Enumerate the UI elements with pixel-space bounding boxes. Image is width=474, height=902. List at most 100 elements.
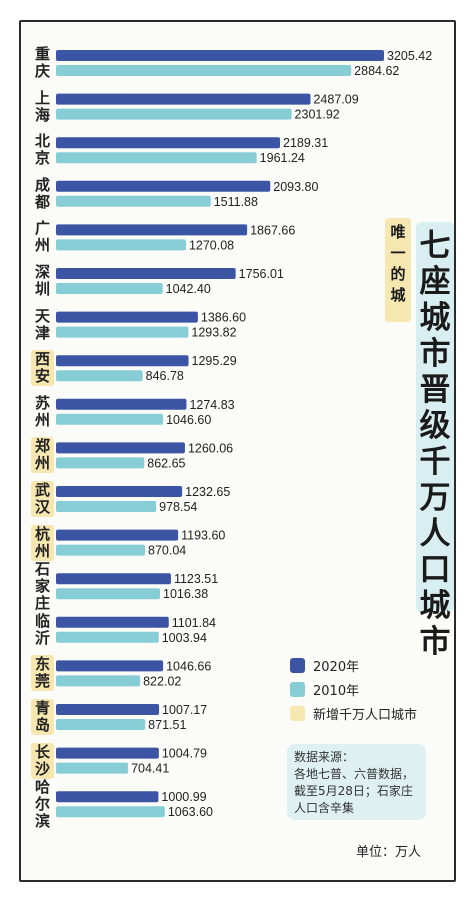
value-label-2010-上海: 2301.92 — [295, 108, 340, 122]
value-label-2020-深圳: 1756.01 — [239, 267, 284, 281]
value-label-2010-深圳: 1042.40 — [166, 282, 211, 296]
legend-item-2020: 2020年 — [290, 656, 360, 675]
value-label-2010-临沂: 1003.94 — [162, 631, 207, 645]
bar-2010-长沙 — [56, 762, 129, 774]
city-label-苏州: 苏州 — [34, 394, 50, 429]
legend-item-new: 新增千万人口城市 — [290, 704, 418, 723]
bar-2010-郑州 — [56, 457, 145, 469]
bar-2010-西安 — [56, 370, 143, 382]
bar-2020-深圳 — [56, 268, 236, 279]
legend-label-2020: 2020年 — [313, 659, 360, 675]
bar-2020-成都 — [56, 180, 271, 192]
title-panel — [416, 222, 454, 612]
value-label-2020-成都: 2093.80 — [273, 180, 318, 194]
bar-2020-杭州 — [56, 529, 179, 541]
city-label-石家庄: 石家庄 — [34, 560, 50, 612]
city-label-上海: 上海 — [34, 89, 50, 124]
bar-2020-重庆 — [56, 50, 384, 61]
bar-2020-天津 — [56, 311, 198, 323]
bar-2020-青岛 — [56, 704, 160, 715]
city-label-深圳: 深圳 — [34, 263, 50, 298]
value-label-2010-广州: 1270.08 — [189, 238, 234, 252]
bar-2010-石家庄 — [56, 588, 161, 600]
value-label-2010-天津: 1293.82 — [191, 326, 236, 340]
bar-2010-上海 — [56, 108, 292, 120]
bar-2020-上海 — [56, 93, 311, 105]
value-label-2020-杭州: 1193.60 — [181, 529, 225, 543]
bar-2010-成都 — [56, 195, 211, 207]
value-label-2010-哈尔滨: 1063.60 — [168, 805, 213, 819]
value-label-2020-上海: 2487.09 — [313, 93, 358, 107]
bar-2010-临沂 — [56, 631, 159, 643]
source-line-2: 各地七普、六普数据， — [294, 767, 415, 781]
bar-2020-武汉 — [56, 486, 183, 497]
legend-label-new: 新增千万人口城市 — [313, 707, 418, 723]
value-label-2020-天津: 1386.60 — [201, 311, 246, 325]
city-label-西安: 西安 — [31, 350, 54, 386]
legend-swatch-new — [290, 705, 305, 721]
chart-tag: 唯一的城 — [390, 223, 406, 304]
bar-2010-武汉 — [56, 501, 157, 512]
city-label-北京: 北京 — [34, 132, 50, 167]
bar-2020-哈尔滨 — [56, 791, 159, 803]
value-label-2010-东莞: 822.02 — [143, 674, 181, 688]
bar-2010-广州 — [56, 239, 186, 251]
value-label-2020-临沂: 1101.84 — [172, 616, 216, 630]
legend-item-2010: 2010年 — [290, 680, 359, 699]
value-label-2010-重庆: 2884.62 — [354, 64, 399, 78]
value-label-2010-成都: 1511.88 — [214, 195, 258, 209]
bar-2020-临沂 — [56, 616, 169, 628]
city-label-杭州: 杭州 — [31, 525, 54, 561]
bar-2020-西安 — [56, 355, 189, 367]
value-label-2020-长沙: 1004.79 — [162, 747, 207, 761]
tag-panel — [385, 218, 411, 322]
city-label-武汉: 武汉 — [31, 481, 54, 517]
bar-2010-重庆 — [56, 65, 352, 76]
legend-swatch-2020 — [290, 657, 305, 673]
value-label-2020-青岛: 1007.17 — [162, 703, 207, 717]
bar-2020-苏州 — [56, 398, 187, 410]
bar-2010-北京 — [56, 152, 257, 164]
bar-2010-青岛 — [56, 719, 146, 730]
value-label-2010-北京: 1961.24 — [260, 151, 305, 165]
bar-2020-广州 — [56, 224, 248, 236]
value-label-2010-郑州: 862.65 — [147, 456, 185, 470]
legend-swatch-2010 — [290, 681, 305, 697]
value-label-2010-石家庄: 1016.38 — [163, 587, 208, 601]
bar-2020-东莞 — [56, 660, 164, 672]
city-label-哈尔滨: 哈尔滨 — [34, 778, 50, 830]
city-label-临沂: 临沂 — [34, 612, 50, 647]
value-label-2010-长沙: 704.41 — [131, 762, 169, 776]
value-label-2020-苏州: 1274.83 — [189, 398, 234, 412]
value-label-2020-哈尔滨: 1000.99 — [161, 790, 206, 804]
bar-2010-东莞 — [56, 675, 141, 687]
chart-title: 七座城市晋级千万人口城市 — [419, 228, 451, 660]
source-line-3: 截至5月28日；石家庄 — [294, 784, 413, 798]
value-label-2020-郑州: 1260.06 — [188, 441, 233, 455]
value-label-2020-北京: 2189.31 — [283, 136, 328, 150]
bar-2020-北京 — [56, 137, 281, 149]
value-label-2010-杭州: 870.04 — [148, 544, 186, 558]
value-label-2020-武汉: 1232.65 — [185, 485, 230, 499]
value-label-2010-青岛: 871.51 — [148, 718, 186, 732]
city-label-长沙: 长沙 — [31, 743, 54, 779]
unit-label: 单位：万人 — [356, 845, 422, 860]
bar-2020-长沙 — [56, 747, 159, 759]
city-label-东莞: 东莞 — [31, 655, 54, 691]
value-label-2020-石家庄: 1123.51 — [174, 572, 218, 586]
city-label-郑州: 郑州 — [31, 437, 54, 473]
value-label-2020-重庆: 3205.42 — [387, 49, 432, 63]
value-label-2020-东莞: 1046.66 — [166, 659, 211, 673]
source-line-4: 人口含辛集 — [294, 801, 355, 815]
city-label-重庆: 重庆 — [34, 45, 50, 80]
bar-2010-哈尔滨 — [56, 806, 165, 818]
bar-2010-苏州 — [56, 413, 164, 425]
value-label-2010-西安: 846.78 — [146, 369, 184, 383]
source-line-1: 数据来源： — [294, 750, 355, 764]
value-label-2020-广州: 1867.66 — [250, 223, 295, 237]
bar-2010-天津 — [56, 326, 189, 338]
value-label-2010-武汉: 978.54 — [159, 500, 197, 514]
city-label-成都: 成都 — [34, 176, 50, 211]
value-label-2010-苏州: 1046.60 — [166, 413, 211, 427]
